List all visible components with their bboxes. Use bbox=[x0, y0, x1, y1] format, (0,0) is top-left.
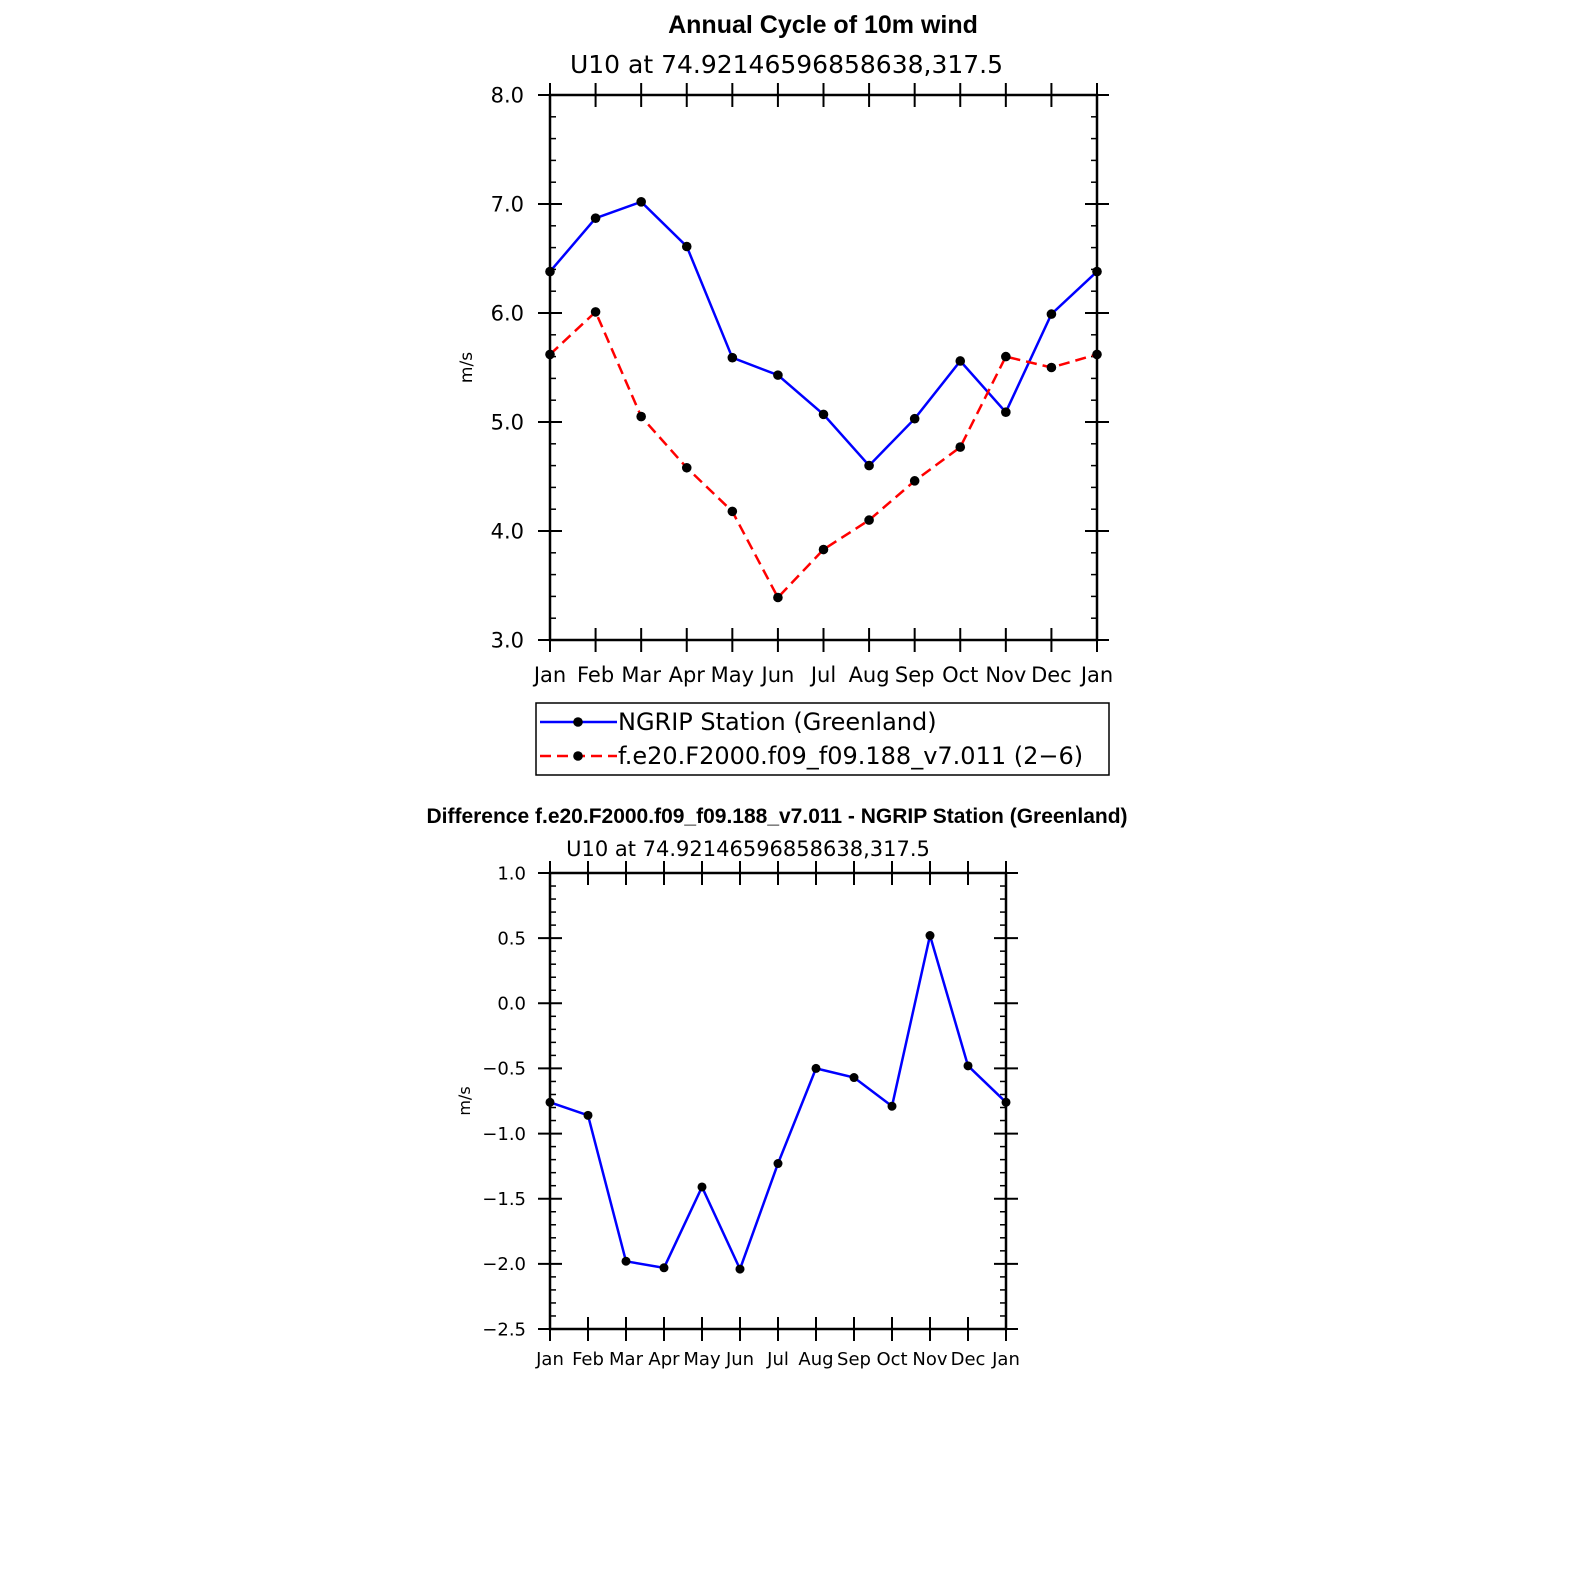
data-point bbox=[1001, 407, 1011, 417]
x-tick-label: Sep bbox=[895, 663, 935, 687]
y-tick-label: 8.0 bbox=[491, 83, 524, 107]
x-tick-label: Feb bbox=[572, 1349, 604, 1370]
data-point bbox=[735, 1264, 745, 1274]
data-point bbox=[1046, 309, 1057, 319]
data-point bbox=[955, 442, 966, 452]
legend-entry: NGRIP Station (Greenland) bbox=[618, 708, 937, 736]
legend: NGRIP Station (Greenland) f.e20.F2000.f09… bbox=[535, 702, 1110, 776]
x-tick-label: Feb bbox=[577, 663, 614, 687]
chart-title: Annual Cycle of 10m wind bbox=[668, 11, 978, 39]
data-point bbox=[545, 349, 555, 360]
data-point bbox=[925, 931, 935, 941]
x-tick-label: Nov bbox=[985, 663, 1026, 687]
data-point bbox=[864, 515, 874, 525]
y-tick-label: −0.5 bbox=[482, 1059, 526, 1080]
y-tick-label: 0.5 bbox=[497, 928, 526, 949]
data-point bbox=[697, 1182, 707, 1192]
data-point bbox=[773, 592, 783, 603]
data-point bbox=[1001, 351, 1011, 362]
x-tick-label: Dec bbox=[951, 1349, 986, 1370]
data-point bbox=[590, 213, 601, 223]
data-point bbox=[1001, 1097, 1011, 1107]
y-tick-label: −2.5 bbox=[482, 1319, 526, 1340]
y-tick-label: 7.0 bbox=[491, 192, 524, 216]
data-point bbox=[681, 462, 692, 473]
data-point bbox=[1092, 349, 1102, 360]
data-point bbox=[727, 352, 738, 363]
x-tick-label: Oct bbox=[876, 1349, 907, 1370]
x-tick-label: Sep bbox=[837, 1349, 871, 1370]
y-axis-label: m/s bbox=[455, 1086, 474, 1115]
data-point bbox=[621, 1256, 631, 1266]
series-line bbox=[549, 935, 1007, 1273]
y-tick-label: −1.5 bbox=[482, 1189, 526, 1210]
y-axis-label: m/s bbox=[457, 352, 477, 383]
series-line bbox=[549, 309, 1098, 600]
data-point bbox=[545, 266, 555, 277]
y-tick-label: 0.0 bbox=[497, 994, 526, 1015]
x-tick-label: Mar bbox=[621, 663, 661, 687]
x-tick-label: Jan bbox=[1079, 663, 1113, 687]
data-point bbox=[636, 197, 646, 207]
x-tick-label: May bbox=[683, 1349, 721, 1370]
data-point bbox=[773, 370, 783, 380]
data-point bbox=[681, 241, 692, 252]
x-tick-label: Apr bbox=[669, 663, 706, 687]
annual-cycle-chart: Annual Cycle of 10m wind U10 at 74.921465… bbox=[457, 11, 1113, 687]
y-tick-label: 1.0 bbox=[497, 863, 526, 884]
data-point bbox=[1046, 362, 1057, 373]
data-point bbox=[636, 411, 646, 422]
legend-box bbox=[535, 702, 1110, 776]
data-point bbox=[909, 413, 920, 424]
plot-frame bbox=[548, 871, 1008, 1331]
y-tick-label: 3.0 bbox=[491, 628, 524, 652]
chart-title: Difference f.e20.F2000.f09_f09.188_v7.01… bbox=[426, 805, 1127, 828]
x-tick-label: Jun bbox=[725, 1349, 754, 1370]
data-point bbox=[909, 476, 920, 486]
data-point bbox=[590, 307, 601, 317]
x-tick-label: Nov bbox=[912, 1349, 947, 1370]
plot-frame bbox=[548, 93, 1099, 642]
x-tick-label: Jul bbox=[766, 1349, 789, 1370]
chart-subtitle: U10 at 74.92146596858638,317.5 bbox=[570, 50, 1003, 79]
data-point bbox=[955, 356, 966, 366]
x-tick-label: Jan bbox=[532, 663, 566, 687]
legend-entry: f.e20.F2000.f09_f09.188_v7.011 (2−6) bbox=[618, 742, 1083, 770]
data-point bbox=[887, 1101, 897, 1111]
data-point bbox=[963, 1061, 973, 1071]
data-point bbox=[864, 460, 874, 471]
y-tick-label: −1.0 bbox=[482, 1124, 526, 1145]
y-tick-label: −2.0 bbox=[482, 1254, 526, 1275]
x-tick-label: Dec bbox=[1031, 663, 1072, 687]
y-tick-label: 5.0 bbox=[491, 410, 524, 434]
x-tick-label: Oct bbox=[942, 663, 978, 687]
legend-swatch-marker bbox=[573, 717, 583, 727]
data-point bbox=[773, 1159, 783, 1169]
x-tick-label: Aug bbox=[849, 663, 890, 687]
data-point bbox=[811, 1063, 821, 1073]
data-point bbox=[818, 544, 829, 555]
difference-chart: Difference f.e20.F2000.f09_f09.188_v7.01… bbox=[426, 805, 1127, 1370]
data-point bbox=[849, 1073, 859, 1083]
x-tick-label: Aug bbox=[798, 1349, 833, 1370]
data-point bbox=[659, 1263, 669, 1273]
chart-subtitle: U10 at 74.92146596858638,317.5 bbox=[566, 837, 930, 861]
x-tick-label: Apr bbox=[648, 1349, 680, 1370]
legend-swatch-marker bbox=[573, 751, 583, 761]
data-point bbox=[727, 506, 738, 517]
x-tick-label: Jan bbox=[535, 1349, 564, 1370]
x-tick-label: May bbox=[711, 663, 754, 687]
data-point bbox=[545, 1097, 555, 1107]
x-tick-label: Jan bbox=[991, 1349, 1020, 1370]
series-line bbox=[549, 200, 1098, 468]
x-tick-label: Jun bbox=[760, 663, 795, 687]
data-point bbox=[1092, 266, 1102, 277]
data-point bbox=[818, 409, 829, 420]
x-tick-label: Mar bbox=[609, 1349, 644, 1370]
data-point bbox=[583, 1110, 593, 1120]
y-tick-label: 6.0 bbox=[491, 301, 524, 325]
x-tick-label: Jul bbox=[809, 663, 836, 687]
y-tick-label: 4.0 bbox=[491, 519, 524, 543]
